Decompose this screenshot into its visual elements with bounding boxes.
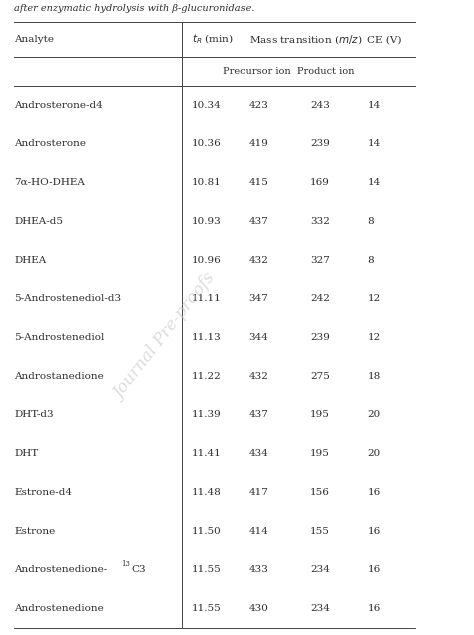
Text: 417: 417 bbox=[248, 488, 268, 497]
Text: Androstenedione-: Androstenedione- bbox=[14, 565, 108, 575]
Text: 344: 344 bbox=[248, 333, 268, 342]
Text: 16: 16 bbox=[367, 526, 381, 536]
Text: 10.34: 10.34 bbox=[192, 100, 222, 110]
Text: 8: 8 bbox=[367, 255, 374, 265]
Text: 155: 155 bbox=[310, 526, 330, 536]
Text: 234: 234 bbox=[310, 565, 330, 575]
Text: 169: 169 bbox=[310, 178, 330, 187]
Text: after enzymatic hydrolysis with β-glucuronidase.: after enzymatic hydrolysis with β-glucur… bbox=[14, 4, 255, 13]
Text: Precursor ion  Product ion: Precursor ion Product ion bbox=[223, 67, 355, 76]
Text: 11.50: 11.50 bbox=[192, 526, 222, 536]
Text: 432: 432 bbox=[248, 371, 268, 381]
Text: 10.81: 10.81 bbox=[192, 178, 222, 187]
Text: 437: 437 bbox=[248, 410, 268, 420]
Text: 10.96: 10.96 bbox=[192, 255, 222, 265]
Text: 432: 432 bbox=[248, 255, 268, 265]
Text: 239: 239 bbox=[310, 333, 330, 342]
Text: DHT-d3: DHT-d3 bbox=[14, 410, 54, 420]
Text: 10.93: 10.93 bbox=[192, 217, 222, 226]
Text: 20: 20 bbox=[367, 449, 381, 458]
Text: 234: 234 bbox=[310, 604, 330, 613]
Text: 13: 13 bbox=[121, 559, 130, 568]
Text: $t_R$ (min): $t_R$ (min) bbox=[192, 33, 234, 46]
Text: 18: 18 bbox=[367, 371, 381, 381]
Text: 11.41: 11.41 bbox=[192, 449, 222, 458]
Text: 414: 414 bbox=[248, 526, 268, 536]
Text: 430: 430 bbox=[248, 604, 268, 613]
Text: 195: 195 bbox=[310, 449, 330, 458]
Text: 5-Androstenediol: 5-Androstenediol bbox=[14, 333, 105, 342]
Text: 14: 14 bbox=[367, 100, 381, 110]
Text: 347: 347 bbox=[248, 294, 268, 304]
Text: 327: 327 bbox=[310, 255, 330, 265]
Text: 419: 419 bbox=[248, 139, 268, 149]
Text: Estrone-d4: Estrone-d4 bbox=[14, 488, 72, 497]
Text: 332: 332 bbox=[310, 217, 330, 226]
Text: 16: 16 bbox=[367, 565, 381, 575]
Text: Analyte: Analyte bbox=[14, 35, 54, 44]
Text: 239: 239 bbox=[310, 139, 330, 149]
Text: 275: 275 bbox=[310, 371, 330, 381]
Text: 12: 12 bbox=[367, 333, 381, 342]
Text: 156: 156 bbox=[310, 488, 330, 497]
Text: 437: 437 bbox=[248, 217, 268, 226]
Text: 11.55: 11.55 bbox=[192, 565, 222, 575]
Text: 14: 14 bbox=[367, 139, 381, 149]
Text: Androsterone-d4: Androsterone-d4 bbox=[14, 100, 103, 110]
Text: 11.48: 11.48 bbox=[192, 488, 222, 497]
Text: 7α-HO-DHEA: 7α-HO-DHEA bbox=[14, 178, 85, 187]
Text: 434: 434 bbox=[248, 449, 268, 458]
Text: 415: 415 bbox=[248, 178, 268, 187]
Text: 242: 242 bbox=[310, 294, 330, 304]
Text: 5-Androstenediol-d3: 5-Androstenediol-d3 bbox=[14, 294, 121, 304]
Text: 195: 195 bbox=[310, 410, 330, 420]
Text: 11.22: 11.22 bbox=[192, 371, 222, 381]
Text: DHT: DHT bbox=[14, 449, 38, 458]
Text: 11.13: 11.13 bbox=[192, 333, 222, 342]
Text: 11.39: 11.39 bbox=[192, 410, 222, 420]
Text: 16: 16 bbox=[367, 488, 381, 497]
Text: CE (V): CE (V) bbox=[367, 35, 402, 44]
Text: 11.55: 11.55 bbox=[192, 604, 222, 613]
Text: DHEA-d5: DHEA-d5 bbox=[14, 217, 63, 226]
Text: C3: C3 bbox=[131, 565, 146, 575]
Text: 423: 423 bbox=[248, 100, 268, 110]
Text: 20: 20 bbox=[367, 410, 381, 420]
Text: 8: 8 bbox=[367, 217, 374, 226]
Text: Journal Pre-proofs: Journal Pre-proofs bbox=[112, 271, 220, 403]
Text: Mass transition ($m/z$): Mass transition ($m/z$) bbox=[249, 33, 363, 46]
Text: Androstenedione: Androstenedione bbox=[14, 604, 104, 613]
Text: 12: 12 bbox=[367, 294, 381, 304]
Text: 14: 14 bbox=[367, 178, 381, 187]
Text: 433: 433 bbox=[248, 565, 268, 575]
Text: 16: 16 bbox=[367, 604, 381, 613]
Text: DHEA: DHEA bbox=[14, 255, 46, 265]
Text: Androstanedione: Androstanedione bbox=[14, 371, 104, 381]
Text: 10.36: 10.36 bbox=[192, 139, 222, 149]
Text: 11.11: 11.11 bbox=[192, 294, 222, 304]
Text: Androsterone: Androsterone bbox=[14, 139, 86, 149]
Text: Estrone: Estrone bbox=[14, 526, 55, 536]
Text: 243: 243 bbox=[310, 100, 330, 110]
